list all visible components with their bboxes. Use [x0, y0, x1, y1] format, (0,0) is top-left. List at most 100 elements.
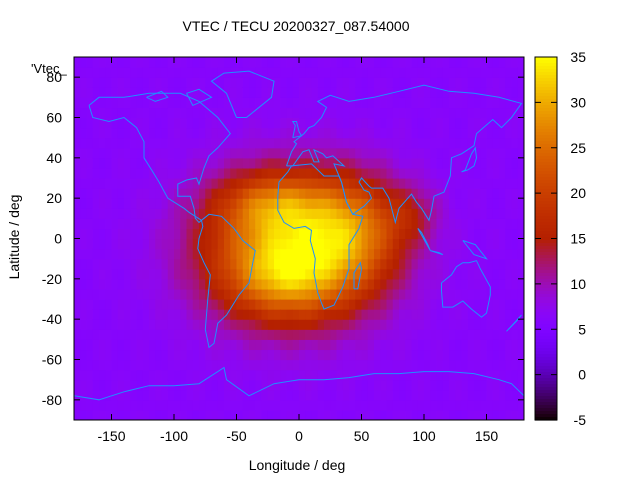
heatmap-cell [436, 87, 444, 98]
heatmap-cell [436, 178, 444, 189]
heatmap-cell [286, 319, 294, 330]
heatmap-cell [474, 87, 481, 98]
colorbar-band [535, 216, 557, 220]
heatmap-cell [236, 409, 244, 420]
heatmap-cell [442, 178, 450, 189]
heatmap-cell [467, 57, 475, 68]
heatmap-cell [355, 349, 363, 361]
heatmap-cell [449, 339, 456, 351]
heatmap-cell [455, 309, 463, 320]
heatmap-cell [511, 57, 519, 68]
heatmap-cell [80, 278, 88, 290]
heatmap-cell [236, 278, 244, 290]
heatmap-cell [386, 127, 394, 139]
heatmap-cell [224, 228, 231, 240]
heatmap-cell [80, 97, 88, 109]
heatmap-cell [499, 299, 506, 310]
heatmap-cell [330, 157, 338, 169]
heatmap-cell [317, 77, 325, 88]
heatmap-cell [449, 228, 456, 240]
heatmap-cell [380, 97, 388, 109]
heatmap-cell [430, 369, 438, 381]
heatmap-cell [505, 77, 513, 88]
heatmap-cell [342, 67, 350, 78]
heatmap-cell [274, 57, 281, 68]
heatmap-cell [267, 319, 275, 330]
heatmap-cell [111, 349, 119, 361]
heatmap-cell [124, 329, 131, 340]
heatmap-cell [342, 329, 350, 340]
heatmap-cell [436, 238, 444, 250]
heatmap-cell [299, 359, 306, 371]
heatmap-cell [499, 389, 506, 401]
heatmap-cell [236, 218, 244, 230]
x-tick-label: -100 [160, 428, 188, 444]
heatmap-cell [474, 409, 481, 420]
heatmap-cell [99, 107, 106, 119]
heatmap-cell [111, 87, 119, 98]
heatmap-cell [117, 208, 125, 219]
heatmap-cell [355, 167, 363, 179]
heatmap-cell [286, 188, 294, 199]
heatmap-cell [230, 278, 238, 290]
heatmap-cell [130, 117, 138, 129]
heatmap-cell [442, 369, 450, 381]
heatmap-cell [167, 137, 175, 149]
heatmap-cell [292, 389, 300, 401]
heatmap-cell [217, 389, 225, 401]
heatmap-cell [517, 248, 524, 260]
heatmap-cell [424, 258, 431, 270]
heatmap-cell [467, 157, 475, 169]
heatmap-cell [411, 258, 419, 270]
heatmap-cell [149, 319, 156, 330]
heatmap-cell [205, 268, 213, 280]
heatmap-cell [149, 329, 156, 340]
heatmap-cell [92, 87, 100, 98]
heatmap-cell [274, 107, 281, 119]
heatmap-cell [92, 379, 100, 391]
heatmap-cell [324, 137, 331, 149]
heatmap-cell [411, 188, 419, 199]
heatmap-cell [286, 77, 294, 88]
heatmap-cell [517, 258, 524, 270]
heatmap-cell [249, 359, 256, 371]
heatmap-cell [211, 329, 219, 340]
heatmap-cell [74, 329, 81, 340]
heatmap-cell [330, 167, 338, 179]
heatmap-cell [192, 369, 200, 381]
heatmap-cell [274, 188, 281, 199]
heatmap-cell [361, 77, 369, 88]
heatmap-cell [249, 157, 256, 169]
heatmap-cell [117, 117, 125, 129]
heatmap-cell [192, 77, 200, 88]
colorbar-band [535, 186, 557, 190]
heatmap-cell [167, 258, 175, 270]
heatmap-cell [336, 399, 344, 411]
colorbar-band [535, 102, 557, 106]
heatmap-cell [167, 349, 175, 361]
heatmap-cell [492, 359, 500, 371]
heatmap-cell [142, 218, 150, 230]
heatmap-cell [411, 379, 419, 391]
heatmap-cell [280, 97, 288, 109]
heatmap-cell [136, 198, 144, 209]
heatmap-cell [342, 218, 350, 230]
heatmap-cell [261, 117, 269, 129]
heatmap-cell [80, 147, 88, 159]
heatmap-cell [142, 409, 150, 420]
heatmap-cell [480, 198, 488, 209]
heatmap-cell [505, 399, 513, 411]
heatmap-cell [417, 309, 425, 320]
colorbar-band [535, 189, 557, 193]
heatmap-cell [130, 157, 138, 169]
heatmap-cell [511, 157, 519, 169]
heatmap-cell [217, 248, 225, 260]
heatmap-cell [274, 349, 281, 361]
heatmap-cell [499, 77, 506, 88]
heatmap-cell [342, 339, 350, 351]
heatmap-cell [311, 399, 319, 411]
heatmap-cell [361, 67, 369, 78]
heatmap-cell [167, 339, 175, 351]
heatmap-cell [136, 359, 144, 371]
colorbar-band [535, 393, 557, 397]
